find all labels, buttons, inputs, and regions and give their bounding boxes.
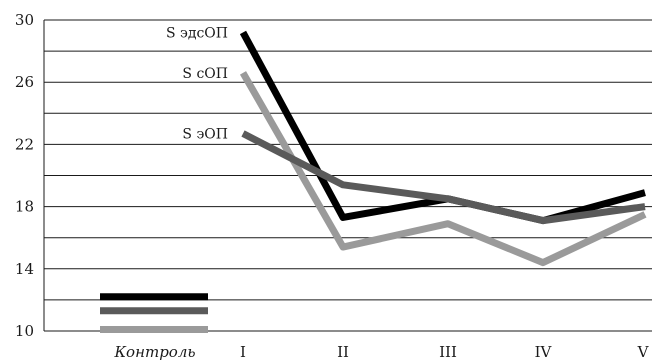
- series-label: S эдсОП: [166, 25, 228, 41]
- series-labels: S эдсОП S сОП S эОП: [166, 25, 228, 142]
- y-tick-labels: 10 14 18 22 26 30: [15, 11, 34, 340]
- series-lines: [100, 30, 647, 333]
- series-group: [100, 71, 647, 333]
- y-tick-label: 14: [15, 260, 34, 278]
- series-group: [100, 130, 646, 315]
- gridlines: [44, 19, 652, 332]
- series-line: [241, 130, 646, 225]
- y-tick-label: 10: [15, 322, 34, 340]
- x-tick-label: IV: [535, 343, 553, 361]
- series-line: [239, 30, 646, 225]
- y-tick-label: 30: [15, 11, 34, 29]
- series-label: S эОП: [182, 127, 228, 143]
- x-tick-label: II: [337, 343, 349, 361]
- x-tick-label: V: [637, 343, 650, 361]
- y-tick-label: 22: [15, 135, 34, 153]
- x-tick-label: I: [240, 343, 246, 361]
- x-tick-label: III: [439, 343, 457, 361]
- series-line: [239, 71, 647, 267]
- y-tick-label: 18: [15, 198, 34, 216]
- series-label: S сОП: [182, 66, 228, 82]
- y-tick-label: 26: [15, 73, 34, 91]
- x-tick-labels: Контроль I II III IV V: [113, 343, 649, 361]
- x-tick-label: Контроль: [113, 343, 195, 361]
